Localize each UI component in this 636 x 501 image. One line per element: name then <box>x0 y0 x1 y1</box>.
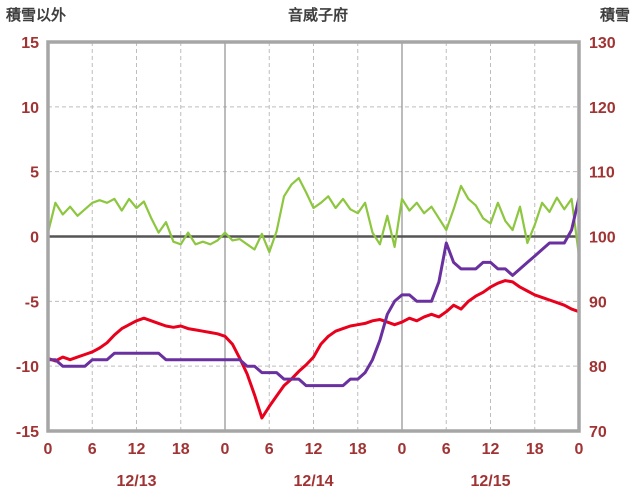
chart-title: 音威子府 <box>287 7 348 24</box>
y-tick-label-left: 10 <box>21 100 39 117</box>
x-tick-label: 0 <box>398 441 407 458</box>
x-tick-label: 6 <box>265 441 274 458</box>
y-tick-label-right: 110 <box>589 165 615 182</box>
plot-frame <box>46 40 581 433</box>
x-tick-label: 12 <box>482 441 500 458</box>
y-tick-label-right: 100 <box>589 230 616 247</box>
x-tick-label: 6 <box>442 441 451 458</box>
x-date-label: 12/15 <box>470 473 510 490</box>
y-tick-label-left: -10 <box>16 359 39 376</box>
y-tick-label-right: 120 <box>589 100 616 117</box>
x-tick-label: 12 <box>305 441 323 458</box>
x-tick-label: 0 <box>44 441 53 458</box>
y-tick-label-left: 15 <box>21 35 39 52</box>
y-tick-label-right: 90 <box>589 294 607 311</box>
series-line-green <box>46 177 581 258</box>
x-tick-label: 18 <box>349 441 367 458</box>
y-tick-label-left: 0 <box>30 230 39 247</box>
x-tick-label: 18 <box>526 441 544 458</box>
x-date-label: 12/14 <box>293 473 333 490</box>
x-date-label: 12/13 <box>116 473 156 490</box>
y-tick-label-left: -5 <box>25 294 39 311</box>
y-tick-label-left: -15 <box>16 424 39 441</box>
series-line-red <box>46 279 581 420</box>
series-line-purple <box>46 196 581 388</box>
y-tick-label-right: 70 <box>589 424 607 441</box>
x-tick-label: 0 <box>575 441 584 458</box>
left-axis-title: 積雪以外 <box>6 7 67 24</box>
x-tick-label: 18 <box>172 441 190 458</box>
y-tick-label-right: 80 <box>589 359 607 376</box>
y-tick-label-left: 5 <box>30 165 39 182</box>
y-tick-label-right: 130 <box>589 35 616 52</box>
x-tick-label: 12 <box>128 441 146 458</box>
right-axis-title: 積雪 <box>599 7 630 24</box>
x-tick-label: 0 <box>221 441 230 458</box>
x-tick-label: 6 <box>88 441 97 458</box>
